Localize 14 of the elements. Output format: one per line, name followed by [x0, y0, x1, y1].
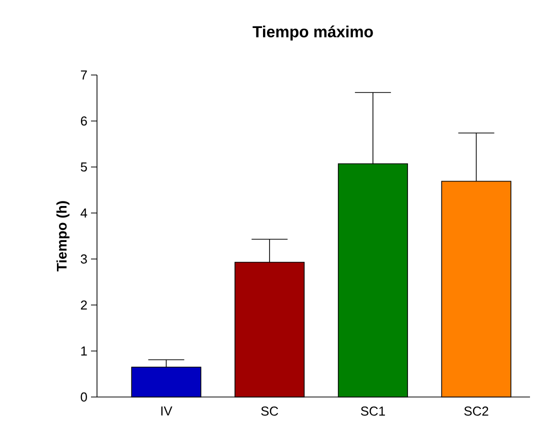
x-tick-label: SC [261, 406, 278, 416]
y-tick-label: 7 [80, 70, 87, 80]
y-tick-label: 3 [80, 254, 87, 264]
y-tick-label: 0 [80, 392, 87, 402]
y-tick-label: 4 [80, 208, 88, 218]
x-tick-label: SC1 [360, 406, 385, 416]
chart-title: Tiempo máximo [252, 26, 373, 41]
y-tick-label: 6 [80, 116, 87, 126]
y-axis-title: Tiempo (h) [56, 201, 70, 272]
x-tick-label: IV [161, 406, 172, 416]
x-tick-label: SC2 [464, 406, 488, 416]
y-tick-label: 1 [81, 346, 87, 356]
y-tick-label: 2 [80, 300, 87, 310]
y-tick-label: 5 [80, 162, 87, 172]
